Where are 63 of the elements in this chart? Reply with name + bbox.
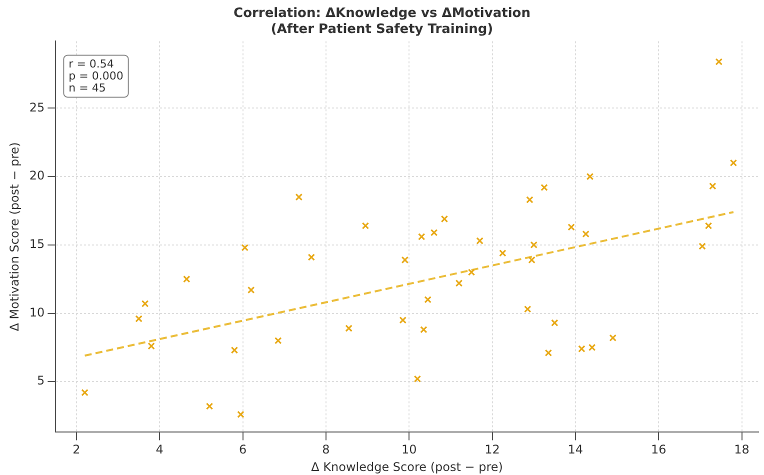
- point: [528, 256, 536, 264]
- annotation: r = 0.54 p = 0.000 n = 45: [68, 58, 124, 95]
- x-tick-label: 10: [401, 442, 417, 457]
- point: [241, 244, 248, 252]
- y-tick-label: 5: [37, 374, 45, 388]
- point: [499, 249, 506, 257]
- point: [588, 344, 596, 352]
- x-tick-label: 14: [568, 442, 584, 457]
- point: [704, 222, 712, 230]
- point: [81, 388, 88, 396]
- x-axis-title: Δ Knowledge Score (post − pre): [311, 460, 503, 474]
- point: [418, 233, 426, 240]
- point: [540, 184, 548, 192]
- point: [414, 375, 422, 383]
- point: [544, 349, 552, 357]
- point: [530, 241, 538, 249]
- y-axis-title: Δ Motivation Score (post − pre): [7, 142, 22, 332]
- point: [148, 342, 155, 350]
- point: [578, 345, 586, 352]
- x-tick-label: 8: [322, 442, 330, 457]
- x-tick-label: 4: [156, 442, 164, 457]
- point: [206, 402, 214, 410]
- point: [698, 242, 706, 250]
- point: [345, 324, 352, 332]
- y-tick-label: 25: [29, 100, 45, 114]
- point: [237, 410, 244, 418]
- point: [468, 268, 476, 276]
- point: [401, 256, 409, 264]
- point: [440, 215, 448, 223]
- point: [135, 315, 142, 322]
- point: [709, 182, 716, 190]
- point: [230, 346, 238, 354]
- point: [420, 326, 428, 334]
- x-tick-label: 16: [650, 442, 666, 457]
- point: [430, 228, 438, 236]
- point: [582, 230, 590, 238]
- y-tick-label: 15: [29, 237, 45, 252]
- point: [476, 237, 484, 244]
- point: [551, 319, 558, 326]
- y-tick-label: 10: [29, 305, 45, 320]
- point: [524, 306, 532, 313]
- point: [715, 58, 723, 66]
- point: [730, 159, 738, 167]
- point: [183, 275, 190, 283]
- point: [568, 224, 575, 231]
- point: [362, 222, 370, 230]
- x-tick-label: 2: [72, 442, 80, 457]
- point: [141, 300, 149, 308]
- point: [295, 193, 303, 201]
- point: [424, 296, 432, 304]
- point: [586, 172, 594, 180]
- x-tick-label: 6: [238, 442, 247, 457]
- x-tick-label: 12: [484, 442, 500, 457]
- point: [274, 336, 282, 344]
- point: [526, 196, 534, 204]
- point: [399, 316, 407, 324]
- point: [308, 254, 316, 261]
- point: [609, 334, 616, 342]
- chart-title: Correlation: ΔKnowledge vs ΔMotivation (After Patient Safety Training): [234, 6, 530, 37]
- point: [455, 280, 463, 287]
- y-tick-label: 20: [29, 168, 45, 183]
- x-tick-label: 18: [734, 442, 750, 457]
- point: [247, 286, 255, 294]
